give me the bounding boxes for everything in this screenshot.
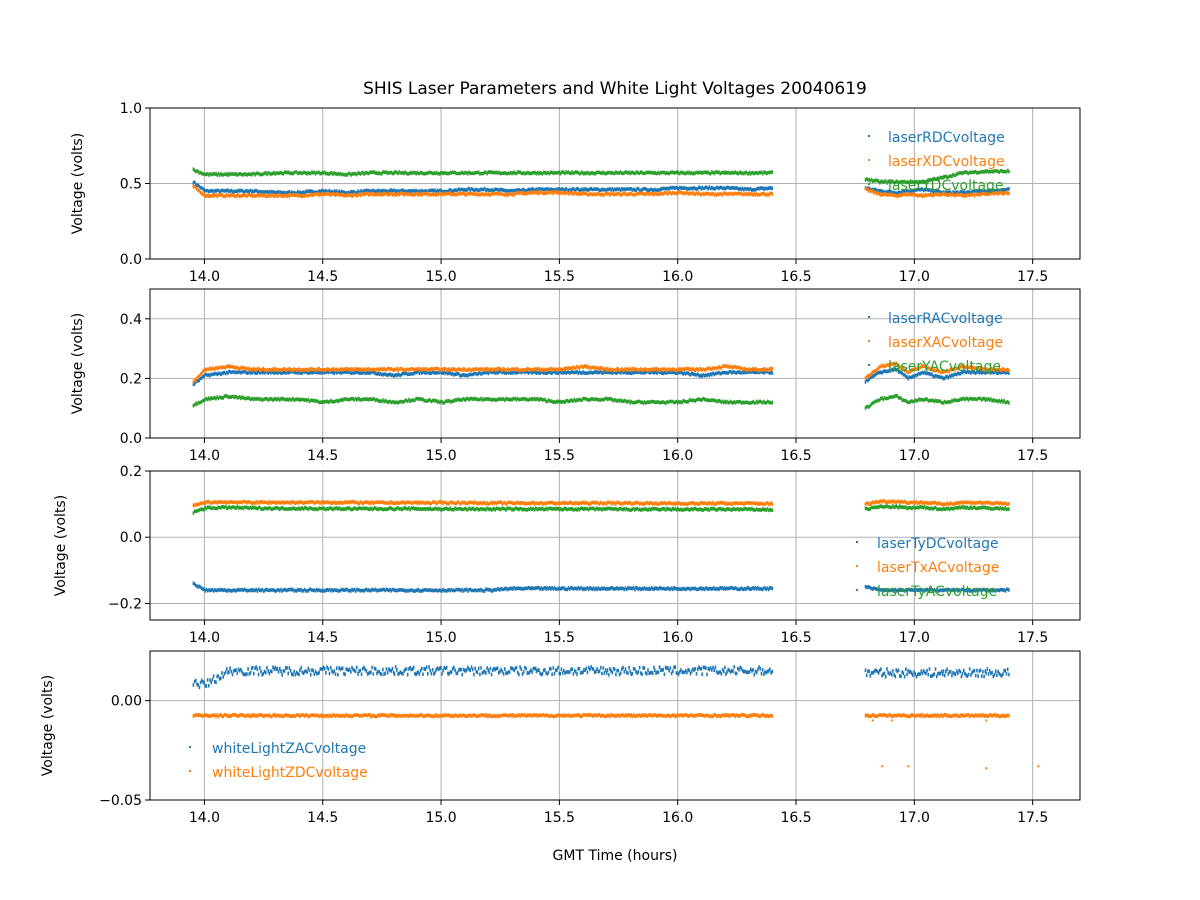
legend-label: laserTxACvoltage: [877, 560, 999, 576]
legend-label: laserTyDCvoltage: [877, 536, 999, 552]
x-tick-label: 14.0: [189, 810, 220, 826]
axes-frame: [149, 470, 1081, 621]
legend-marker: [868, 316, 870, 318]
subplot-2: 14.0 14.5 15.0 15.5 16.0 16.5 17.0 17.5 0.0 0.2 0.…: [70, 288, 1081, 464]
legend-marker: [868, 183, 870, 185]
axes-frame: [149, 650, 1081, 801]
legend-marker: [856, 565, 858, 567]
x-tick-label: 17.5: [1017, 630, 1048, 646]
y-axis-label: Voltage (volts): [53, 495, 69, 596]
legend-label: laserRACvoltage: [888, 311, 1003, 327]
y-tick-label: 0.5: [120, 177, 142, 193]
y-tick-label: 1.0: [120, 101, 142, 117]
x-tick-label: 15.5: [544, 630, 575, 646]
y-tick-label: 0.0: [120, 431, 142, 447]
legend: whiteLightZACvoltage whiteLightZDCvoltage: [189, 741, 368, 781]
legend-label: laserYDCvoltage: [888, 178, 1004, 194]
x-tick-label: 15.0: [425, 269, 456, 285]
legend-label: laserXDCvoltage: [888, 154, 1005, 170]
series-laserXACvoltage: [192, 361, 1010, 384]
series-laserYDCvoltage: [192, 167, 1010, 185]
y-tick-label: 0.2: [120, 464, 142, 480]
x-tick-label: 17.5: [1017, 269, 1048, 285]
y-axis-label: Voltage (volts): [70, 313, 86, 414]
x-tick-label: 14.5: [307, 630, 338, 646]
y-tick-label: 0.0: [120, 530, 142, 546]
y-tick-label: 0.4: [120, 312, 142, 328]
legend-marker: [868, 159, 870, 161]
legend-label: laserTyACvoltage: [877, 584, 997, 600]
x-tick-label: 15.0: [425, 810, 456, 826]
series-laserXDCvoltage: [192, 184, 1010, 199]
series-laserTyACvoltage: [192, 504, 1010, 515]
legend-marker: [856, 541, 858, 543]
x-tick-label: 15.0: [425, 630, 456, 646]
series-laserRDCvoltage: [192, 180, 1010, 196]
series-laserTyDCvoltage: [192, 581, 1010, 593]
legend: laserTyDCvoltage laserTxACvoltage laserTyA…: [856, 536, 999, 600]
x-tick-label: 14.5: [307, 810, 338, 826]
x-axis-label: GMT Time (hours): [553, 848, 678, 864]
x-tick-label: 17.0: [899, 269, 930, 285]
series-laserTxACvoltage: [192, 499, 1010, 508]
x-tick-label: 15.5: [544, 810, 575, 826]
subplot-1: 14.0 14.5 15.0 15.5 16.0 16.5 17.0 17.5 0.0 0.5 1.…: [70, 101, 1081, 285]
x-tick-label: 17.0: [899, 810, 930, 826]
x-tick-label: 17.5: [1017, 810, 1048, 826]
x-tick-label: 14.0: [189, 630, 220, 646]
x-tick-label: 14.5: [307, 448, 338, 464]
legend: laserRDCvoltage laserXDCvoltage laserYDCvo…: [868, 130, 1005, 194]
x-tick-label: 16.5: [780, 448, 811, 464]
legend-marker: [868, 364, 870, 366]
x-tick-label: 17.0: [899, 630, 930, 646]
series-laserRACvoltage: [192, 367, 1010, 387]
x-tick-label: 15.0: [425, 448, 456, 464]
series-whiteLightZACvoltage: [192, 665, 1010, 690]
x-tick-label: 15.5: [544, 448, 575, 464]
axes-frame: [149, 107, 1081, 260]
axes-frame: [149, 288, 1081, 439]
legend-marker: [856, 589, 858, 591]
y-tick-label: 0.00: [111, 694, 142, 710]
x-tick-label: 14.0: [189, 448, 220, 464]
legend-label: whiteLightZDCvoltage: [212, 765, 368, 781]
legend-marker: [868, 340, 870, 342]
x-tick-label: 16.5: [780, 269, 811, 285]
y-axis-label: Voltage (volts): [70, 133, 86, 234]
y-tick-label: −0.2: [108, 596, 142, 612]
legend: laserRACvoltage laserXACvoltage laserYACvo…: [868, 311, 1003, 375]
x-tick-label: 16.0: [662, 448, 693, 464]
x-tick-label: 16.0: [662, 810, 693, 826]
legend-label: whiteLightZACvoltage: [212, 741, 366, 757]
x-tick-label: 16.5: [780, 630, 811, 646]
x-tick-label: 17.0: [899, 448, 930, 464]
x-tick-label: 16.5: [780, 810, 811, 826]
x-tick-label: 16.0: [662, 269, 693, 285]
y-tick-label: 0.2: [120, 371, 142, 387]
subplot-3: 14.0 14.5 15.0 15.5 16.0 16.5 17.0 17.5 −0.2 0.0 0…: [53, 464, 1081, 646]
legend-label: laserRDCvoltage: [888, 130, 1005, 146]
legend-marker: [189, 770, 191, 772]
y-tick-label: 0.0: [120, 252, 142, 268]
legend-marker: [189, 746, 191, 748]
x-tick-label: 17.5: [1017, 448, 1048, 464]
legend-marker: [868, 135, 870, 137]
subplot-4: 14.0 14.5 15.0 15.5 16.0 16.5 17.0 17.5 −0.05 0.0…: [40, 650, 1081, 826]
chart-title: SHIS Laser Parameters and White Light Vo…: [363, 79, 867, 99]
x-tick-label: 14.0: [189, 269, 220, 285]
x-tick-label: 15.5: [544, 269, 575, 285]
series-laserYACvoltage: [192, 393, 1010, 410]
legend-label: laserXACvoltage: [888, 335, 1003, 351]
x-tick-label: 16.0: [662, 630, 693, 646]
y-axis-label: Voltage (volts): [40, 675, 56, 776]
y-tick-label: −0.05: [99, 793, 142, 809]
x-tick-label: 14.5: [307, 269, 338, 285]
legend-label: laserYACvoltage: [888, 359, 1001, 375]
